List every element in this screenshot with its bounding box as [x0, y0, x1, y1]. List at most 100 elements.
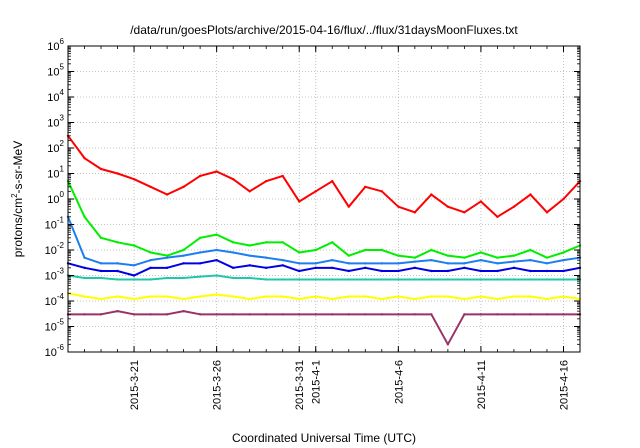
series-point-2: [545, 262, 549, 265]
series-point-0: [99, 167, 103, 171]
series-point-2: [347, 262, 350, 265]
series-point-4: [446, 278, 450, 281]
series-point-0: [116, 172, 119, 175]
series-point-4: [165, 276, 169, 280]
y-tick-mantissa: 10: [47, 41, 59, 53]
series-point-4: [430, 278, 433, 281]
series-point-0: [430, 193, 433, 196]
series-point-4: [331, 278, 334, 281]
series-point-6: [149, 313, 152, 316]
series-point-3: [364, 266, 367, 270]
series-point-5: [562, 295, 565, 298]
y-tick-exponent: -4: [57, 292, 65, 301]
series-point-2: [116, 262, 119, 265]
series-point-2: [314, 262, 317, 265]
series-point-4: [231, 276, 235, 280]
series-point-1: [149, 251, 152, 254]
series-point-1: [545, 256, 549, 259]
series-point-1: [446, 254, 450, 257]
series-point-2: [562, 258, 565, 262]
series-point-1: [314, 248, 317, 252]
series-point-5: [132, 297, 136, 301]
series-point-4: [364, 278, 367, 281]
y-tick-mantissa: 10: [47, 143, 59, 155]
series-point-6: [198, 313, 202, 316]
series-point-0: [198, 174, 202, 178]
series-point-5: [347, 295, 350, 298]
series-point-1: [264, 241, 268, 244]
series-line-6: [68, 310, 580, 346]
series-point-6: [512, 313, 516, 316]
series-line-2: [67, 216, 581, 267]
x-tick-label: 2015-3-26: [212, 360, 224, 410]
series-point-5: [545, 297, 549, 301]
series-point-2: [529, 258, 532, 262]
series-point-2: [248, 254, 251, 257]
series-point-4: [116, 278, 119, 281]
series-point-3: [99, 269, 103, 273]
y-tick-label: 10-2: [45, 241, 65, 257]
series-point-0: [380, 190, 384, 193]
series-point-5: [463, 297, 466, 301]
x-tick-label: 2015-4-1: [311, 360, 323, 404]
series-point-5: [364, 295, 367, 298]
series-point-3: [545, 269, 549, 273]
x-tick-label: 2015-4-6: [393, 360, 405, 404]
series-point-5: [99, 297, 103, 301]
series-point-5: [248, 297, 251, 301]
series-point-1: [496, 256, 499, 259]
series-point-3: [347, 269, 350, 273]
series-point-3: [562, 269, 565, 273]
x-axis-label: Coordinated Universal Time (UTC): [232, 431, 416, 445]
series-point-2: [413, 260, 417, 263]
series-point-4: [562, 278, 565, 281]
series-point-6: [364, 313, 367, 316]
series-point-6: [281, 313, 284, 316]
series-point-3: [231, 266, 235, 270]
y-tick-exponent: 5: [60, 63, 65, 72]
x-tick-label: 2015-4-11: [476, 360, 488, 409]
series-point-0: [248, 190, 251, 193]
series-point-2: [380, 262, 384, 265]
series-point-0: [463, 211, 466, 214]
series-point-6: [413, 313, 417, 316]
series-point-4: [281, 278, 284, 281]
series-point-3: [512, 266, 516, 270]
series-point-2: [149, 258, 152, 262]
series-point-6: [298, 313, 301, 316]
series-point-0: [298, 200, 301, 203]
series-point-6: [496, 313, 499, 316]
series-point-6: [99, 313, 103, 316]
series-point-1: [413, 256, 417, 259]
series-point-3: [380, 269, 384, 273]
series-line-5: [67, 292, 581, 300]
series-point-1: [132, 244, 136, 247]
series-point-2: [215, 248, 218, 252]
y-tick-mantissa: 10: [45, 322, 57, 334]
series-point-1: [347, 254, 350, 257]
series-point-4: [479, 278, 483, 281]
series-point-1: [281, 241, 284, 244]
series-point-2: [463, 262, 466, 265]
series-point-5: [116, 295, 119, 298]
series-point-1: [463, 256, 466, 259]
y-tick-label: 105: [47, 63, 64, 79]
series-point-0: [182, 185, 185, 189]
series-point-6: [165, 313, 169, 316]
series-point-0: [314, 190, 317, 193]
series-point-4: [198, 275, 202, 278]
chart-title: /data/run/goesPlots/archive/2015-04-16/f…: [130, 23, 518, 37]
series-point-5: [331, 297, 334, 301]
series-point-3: [529, 269, 532, 273]
series-line-3: [67, 259, 581, 277]
series-point-4: [545, 278, 549, 281]
series-point-2: [165, 256, 169, 259]
y-tick-exponent: 6: [60, 37, 65, 46]
series-point-3: [479, 269, 483, 273]
series-layer: [66, 134, 582, 346]
series-point-3: [496, 269, 499, 273]
y-axis-label-tail: -s-sr-MeV: [11, 141, 25, 194]
series-point-4: [380, 278, 384, 281]
series-point-0: [545, 211, 549, 214]
